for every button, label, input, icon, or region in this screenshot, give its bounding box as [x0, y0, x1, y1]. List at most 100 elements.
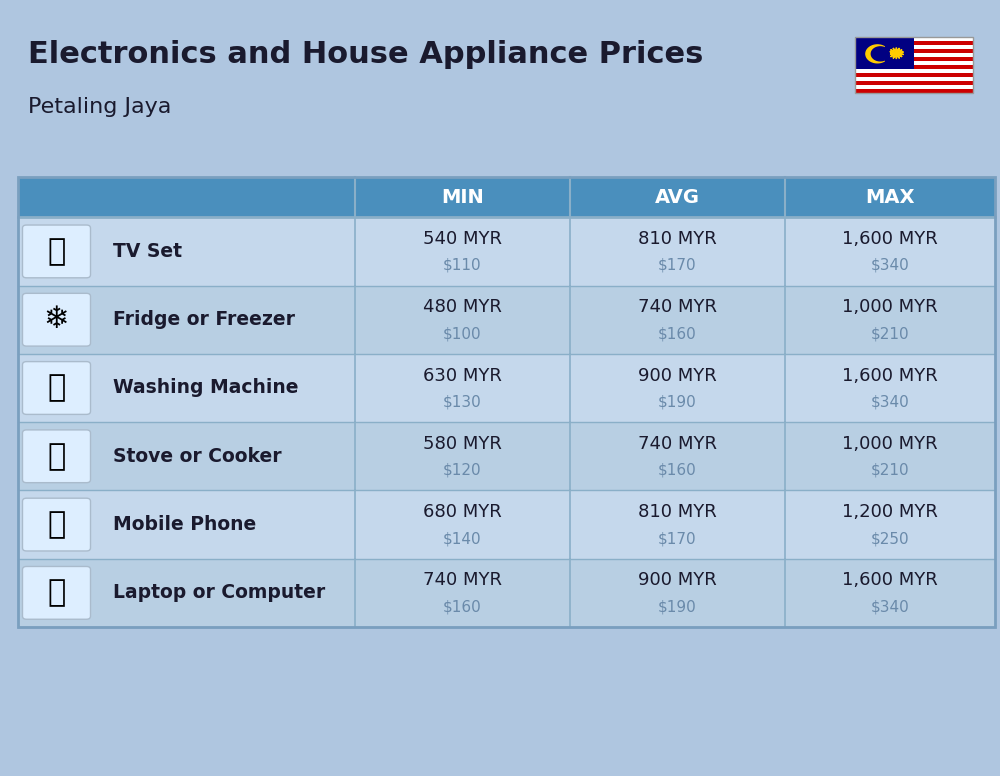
- FancyBboxPatch shape: [22, 293, 90, 346]
- Text: 810 MYR: 810 MYR: [638, 230, 717, 248]
- Bar: [855, 57, 973, 61]
- Bar: [855, 41, 973, 45]
- Text: $110: $110: [443, 258, 482, 273]
- Text: 810 MYR: 810 MYR: [638, 503, 717, 521]
- Text: 900 MYR: 900 MYR: [638, 366, 717, 385]
- Bar: [570, 217, 785, 286]
- Bar: [355, 422, 570, 490]
- Text: 740 MYR: 740 MYR: [638, 298, 717, 317]
- Text: $340: $340: [871, 394, 909, 410]
- Bar: [95, 354, 355, 422]
- Text: $170: $170: [658, 531, 697, 546]
- Text: $130: $130: [443, 394, 482, 410]
- Text: 💻: 💻: [47, 578, 66, 608]
- Bar: [855, 37, 973, 93]
- Bar: [18, 354, 95, 422]
- Text: Petaling Jaya: Petaling Jaya: [28, 97, 171, 117]
- Text: 📺: 📺: [47, 237, 66, 266]
- Bar: [855, 45, 973, 49]
- Bar: [95, 559, 355, 627]
- Text: 📱: 📱: [47, 510, 66, 539]
- Bar: [570, 559, 785, 627]
- Text: Washing Machine: Washing Machine: [113, 379, 298, 397]
- Bar: [18, 286, 95, 354]
- Bar: [855, 37, 914, 69]
- FancyBboxPatch shape: [22, 430, 90, 483]
- Text: $190: $190: [658, 599, 697, 615]
- Text: $210: $210: [871, 462, 909, 478]
- Text: $140: $140: [443, 531, 482, 546]
- Polygon shape: [889, 47, 904, 59]
- Text: $250: $250: [871, 531, 909, 546]
- Text: ❄: ❄: [44, 305, 69, 334]
- Bar: [855, 49, 973, 54]
- Bar: [855, 61, 973, 65]
- Text: 1,600 MYR: 1,600 MYR: [842, 571, 938, 590]
- Bar: [855, 69, 973, 73]
- Bar: [855, 65, 973, 69]
- Bar: [355, 177, 570, 217]
- Text: 900 MYR: 900 MYR: [638, 571, 717, 590]
- Bar: [570, 286, 785, 354]
- Text: 480 MYR: 480 MYR: [423, 298, 502, 317]
- Bar: [785, 177, 995, 217]
- Bar: [355, 286, 570, 354]
- Text: 1,000 MYR: 1,000 MYR: [842, 298, 938, 317]
- Bar: [95, 217, 355, 286]
- Bar: [18, 177, 95, 217]
- Text: 540 MYR: 540 MYR: [423, 230, 502, 248]
- Bar: [18, 217, 95, 286]
- Polygon shape: [871, 47, 889, 61]
- Bar: [95, 286, 355, 354]
- Bar: [785, 286, 995, 354]
- Bar: [785, 354, 995, 422]
- Text: $170: $170: [658, 258, 697, 273]
- Bar: [18, 490, 95, 559]
- Bar: [855, 73, 973, 77]
- Polygon shape: [866, 45, 884, 63]
- Text: AVG: AVG: [655, 188, 700, 206]
- Text: 680 MYR: 680 MYR: [423, 503, 502, 521]
- Text: $160: $160: [658, 326, 697, 341]
- Bar: [785, 490, 995, 559]
- FancyBboxPatch shape: [22, 362, 90, 414]
- Text: Stove or Cooker: Stove or Cooker: [113, 447, 282, 466]
- Text: Mobile Phone: Mobile Phone: [113, 515, 256, 534]
- Text: 1,600 MYR: 1,600 MYR: [842, 366, 938, 385]
- Text: MAX: MAX: [865, 188, 915, 206]
- Bar: [355, 559, 570, 627]
- Bar: [18, 559, 95, 627]
- Bar: [95, 422, 355, 490]
- FancyBboxPatch shape: [22, 498, 90, 551]
- Text: 580 MYR: 580 MYR: [423, 435, 502, 453]
- Text: $160: $160: [658, 462, 697, 478]
- Bar: [355, 354, 570, 422]
- Bar: [785, 422, 995, 490]
- Text: Electronics and House Appliance Prices: Electronics and House Appliance Prices: [28, 40, 703, 69]
- Bar: [855, 54, 973, 57]
- Text: $340: $340: [871, 258, 909, 273]
- Bar: [355, 490, 570, 559]
- Bar: [18, 422, 95, 490]
- Text: $120: $120: [443, 462, 482, 478]
- Bar: [855, 85, 973, 89]
- Bar: [855, 37, 973, 41]
- Bar: [95, 490, 355, 559]
- Bar: [95, 177, 355, 217]
- Text: 630 MYR: 630 MYR: [423, 366, 502, 385]
- Text: 1,600 MYR: 1,600 MYR: [842, 230, 938, 248]
- Bar: [855, 89, 973, 93]
- Text: $210: $210: [871, 326, 909, 341]
- Text: MIN: MIN: [441, 188, 484, 206]
- Text: 740 MYR: 740 MYR: [638, 435, 717, 453]
- Bar: [570, 177, 785, 217]
- Bar: [855, 81, 973, 85]
- Bar: [570, 422, 785, 490]
- Bar: [855, 77, 973, 81]
- FancyBboxPatch shape: [22, 225, 90, 278]
- Text: $100: $100: [443, 326, 482, 341]
- Text: 1,000 MYR: 1,000 MYR: [842, 435, 938, 453]
- Bar: [785, 559, 995, 627]
- Bar: [570, 354, 785, 422]
- Text: 🔥: 🔥: [47, 442, 66, 471]
